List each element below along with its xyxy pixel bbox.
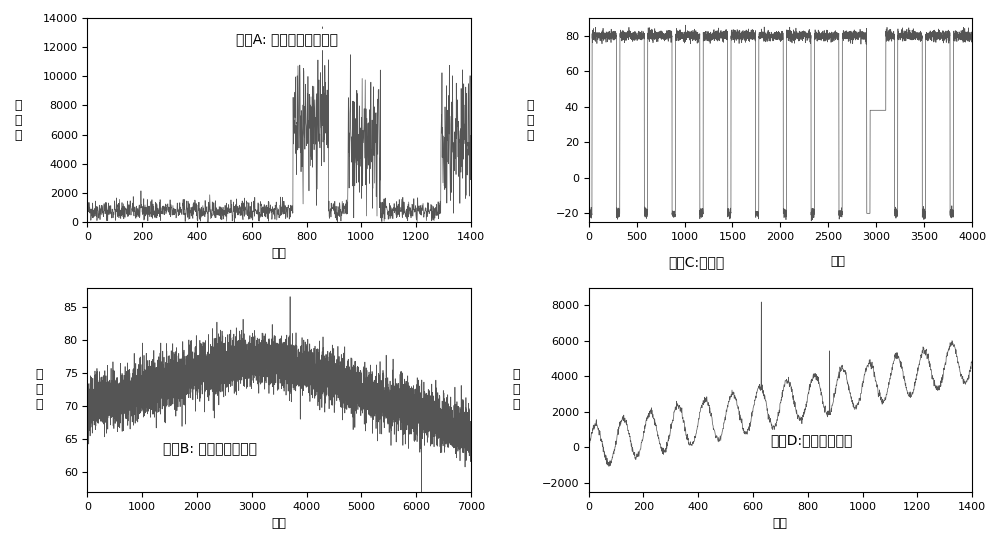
X-axis label: 时间: 时间 [773, 517, 788, 530]
Text: 模式B: 趋势和局部波动: 模式B: 趋势和局部波动 [163, 441, 257, 455]
Y-axis label: 公
制
值: 公 制 值 [513, 368, 520, 411]
Y-axis label: 公
制
值: 公 制 值 [14, 98, 21, 141]
Y-axis label: 公
制
值: 公 制 值 [527, 98, 534, 141]
Text: 模式A: 平稳性和局部张落: 模式A: 平稳性和局部张落 [236, 32, 338, 46]
Text: 时间: 时间 [830, 255, 845, 268]
Text: 模式D:季节性和趋势: 模式D:季节性和趋势 [770, 433, 852, 447]
Y-axis label: 公
制
值: 公 制 值 [35, 368, 42, 411]
X-axis label: 时间: 时间 [272, 248, 287, 261]
X-axis label: 时间: 时间 [272, 517, 287, 530]
Text: 模式C:季节性: 模式C:季节性 [668, 255, 724, 269]
